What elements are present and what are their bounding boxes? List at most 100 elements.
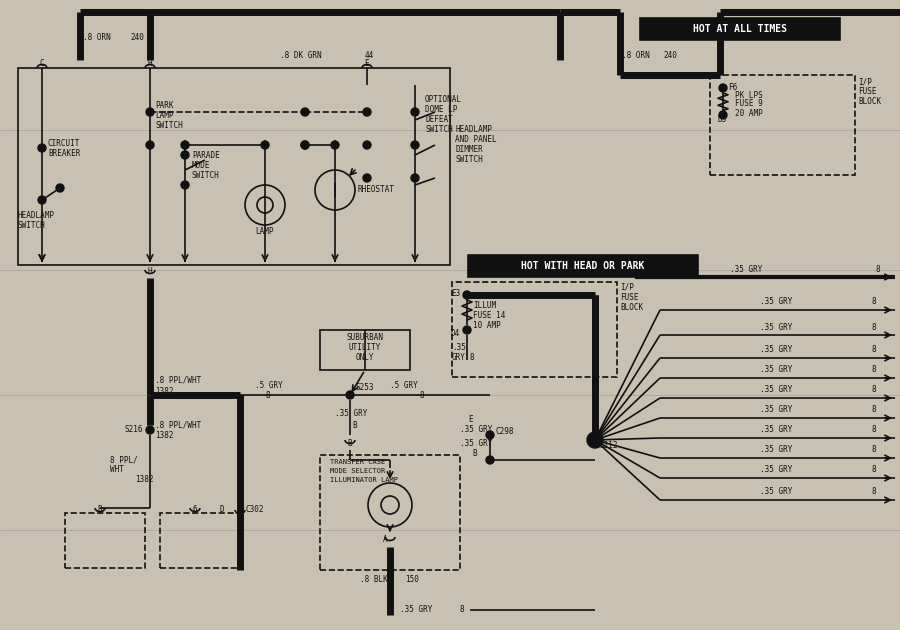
Bar: [65, 513, 145, 568]
Text: .35 GRY: .35 GRY: [760, 488, 792, 496]
Text: 8: 8: [872, 425, 877, 435]
Text: B: B: [472, 449, 477, 457]
Text: 8: 8: [872, 323, 877, 331]
Text: B: B: [347, 438, 352, 447]
Text: C298: C298: [496, 428, 515, 437]
Text: D4: D4: [451, 328, 460, 338]
Text: .5 GRY: .5 GRY: [255, 381, 283, 389]
Text: 8: 8: [420, 391, 425, 399]
Text: 8: 8: [872, 488, 877, 496]
Circle shape: [38, 196, 46, 204]
Circle shape: [363, 174, 371, 182]
Text: .35 GRY: .35 GRY: [730, 265, 762, 275]
Text: FUSE: FUSE: [858, 88, 877, 96]
Text: 1382: 1382: [155, 387, 174, 396]
Text: I/P: I/P: [620, 282, 634, 292]
Text: A: A: [382, 536, 387, 544]
Text: .35 GRY: .35 GRY: [760, 323, 792, 331]
Text: MODE: MODE: [192, 161, 211, 169]
Text: S216: S216: [124, 425, 143, 435]
Circle shape: [261, 141, 269, 149]
Text: OPTIONAL: OPTIONAL: [425, 96, 462, 105]
Text: WHT: WHT: [110, 466, 124, 474]
Text: B: B: [352, 420, 356, 430]
Text: .35 GRY: .35 GRY: [760, 297, 792, 307]
Text: .8 PPL/WHT: .8 PPL/WHT: [155, 420, 202, 430]
Text: LAMP: LAMP: [155, 110, 174, 120]
Text: .8 ORN: .8 ORN: [622, 50, 650, 59]
Text: MODE SELECTOR: MODE SELECTOR: [330, 468, 385, 474]
Text: H: H: [148, 268, 152, 277]
Circle shape: [181, 181, 189, 189]
Text: 240: 240: [663, 50, 677, 59]
Text: 8: 8: [872, 345, 877, 355]
Text: LAMP: LAMP: [256, 227, 274, 236]
Text: 10 AMP: 10 AMP: [473, 321, 500, 329]
Circle shape: [411, 174, 419, 182]
Text: SWITCH: SWITCH: [192, 171, 220, 180]
Text: C: C: [40, 59, 44, 67]
Text: .5 GRY: .5 GRY: [390, 381, 418, 389]
Circle shape: [363, 108, 371, 116]
Circle shape: [363, 141, 371, 149]
Text: PARK: PARK: [155, 101, 174, 110]
Bar: [640, 18, 840, 40]
Text: .35 GRY: .35 GRY: [760, 466, 792, 474]
Text: SWITCH: SWITCH: [455, 156, 482, 164]
Text: 6: 6: [193, 505, 197, 515]
Text: .35 GRY: .35 GRY: [460, 438, 492, 447]
Text: HOT WITH HEAD OR PARK: HOT WITH HEAD OR PARK: [521, 261, 644, 271]
Text: 8: 8: [875, 265, 879, 275]
Text: E: E: [364, 59, 369, 67]
Text: B: B: [98, 505, 103, 515]
Text: 8: 8: [872, 445, 877, 454]
Text: 8: 8: [265, 391, 270, 399]
Text: H: H: [148, 59, 152, 67]
Bar: [160, 513, 240, 568]
Text: D5: D5: [718, 115, 727, 125]
Bar: [18, 68, 450, 265]
Circle shape: [486, 431, 494, 439]
Text: AND PANEL: AND PANEL: [455, 135, 497, 144]
Text: TRANSFER CASE: TRANSFER CASE: [330, 459, 385, 465]
Text: DEFEAT: DEFEAT: [425, 115, 453, 125]
Bar: [710, 75, 855, 175]
Text: BLOCK: BLOCK: [620, 302, 643, 311]
Circle shape: [301, 108, 309, 116]
Circle shape: [486, 456, 494, 464]
Text: 8: 8: [460, 605, 464, 614]
Text: 8: 8: [872, 466, 877, 474]
Circle shape: [411, 108, 419, 116]
Circle shape: [181, 151, 189, 159]
Text: HEADLAMP: HEADLAMP: [455, 125, 492, 134]
Text: S253: S253: [355, 384, 374, 392]
Text: 8: 8: [470, 353, 474, 362]
Text: .35 GRY: .35 GRY: [760, 406, 792, 415]
Text: F6: F6: [728, 83, 737, 91]
Text: 240: 240: [130, 33, 144, 42]
Text: ILLUMINATOR LAMP: ILLUMINATOR LAMP: [330, 477, 398, 483]
Circle shape: [346, 391, 354, 399]
Circle shape: [301, 141, 309, 149]
Text: SWITCH: SWITCH: [18, 220, 46, 229]
Text: GRY: GRY: [452, 353, 466, 362]
Circle shape: [331, 141, 339, 149]
Text: .35 GRY: .35 GRY: [760, 345, 792, 355]
Text: CIRCUIT: CIRCUIT: [48, 139, 80, 147]
Text: .35 GRY: .35 GRY: [335, 408, 367, 418]
Text: FUSE 14: FUSE 14: [473, 311, 506, 319]
Text: .35: .35: [452, 343, 466, 353]
Bar: [452, 282, 617, 377]
Text: HOT AT ALL TIMES: HOT AT ALL TIMES: [693, 24, 787, 34]
Text: FUSE 9: FUSE 9: [735, 100, 763, 108]
Text: 8: 8: [872, 386, 877, 394]
Text: 20 AMP: 20 AMP: [735, 108, 763, 118]
Text: .35 GRY: .35 GRY: [400, 605, 432, 614]
Text: I/P: I/P: [858, 77, 872, 86]
Bar: [320, 330, 410, 370]
Text: SWITCH: SWITCH: [425, 125, 453, 134]
Text: BREAKER: BREAKER: [48, 149, 80, 158]
Text: .35 GRY: .35 GRY: [760, 425, 792, 435]
Text: 1382: 1382: [155, 430, 174, 440]
Text: 8: 8: [872, 406, 877, 415]
